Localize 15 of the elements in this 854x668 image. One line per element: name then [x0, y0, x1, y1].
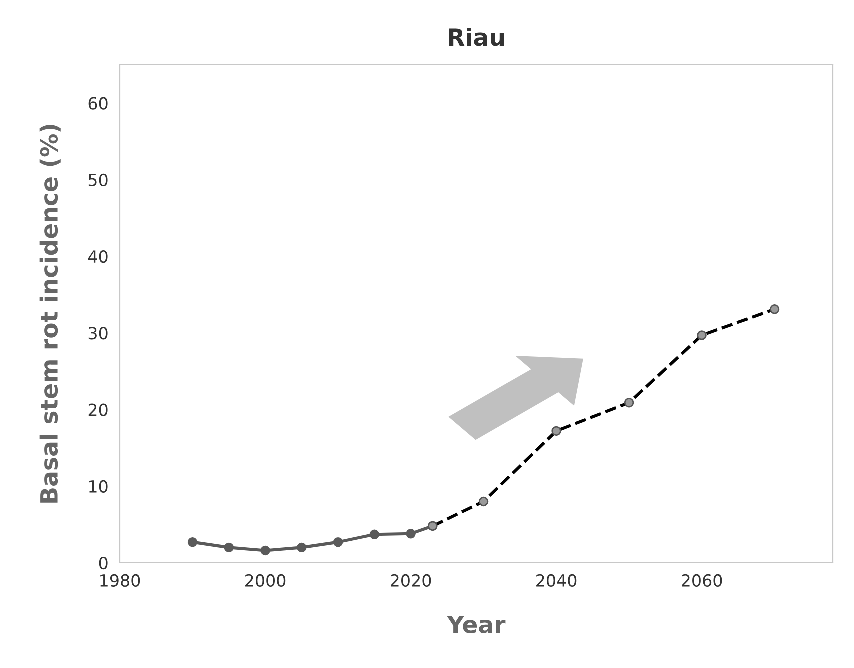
x-tick-label: 2020: [391, 574, 432, 588]
x-axis-title: Year: [447, 616, 506, 634]
x-tick-label: 2000: [246, 574, 286, 588]
x-tick-label: 1980: [100, 574, 140, 588]
y-tick-label: 50: [88, 174, 108, 186]
y-tick-label: 10: [90, 480, 108, 493]
y-axis-title: Basal stem rot incidence (%): [40, 125, 61, 503]
y-tick-label: 30: [88, 327, 108, 340]
y-tick-label: 0: [99, 556, 108, 570]
y-tick-label: 20: [88, 404, 108, 416]
x-tick-label: 2040: [536, 574, 577, 588]
chart-title: Riau: [449, 28, 504, 46]
x-tick-label: 2060: [682, 574, 722, 588]
y-tick-label: 60: [88, 97, 108, 110]
y-tick-label: 40: [88, 250, 108, 264]
